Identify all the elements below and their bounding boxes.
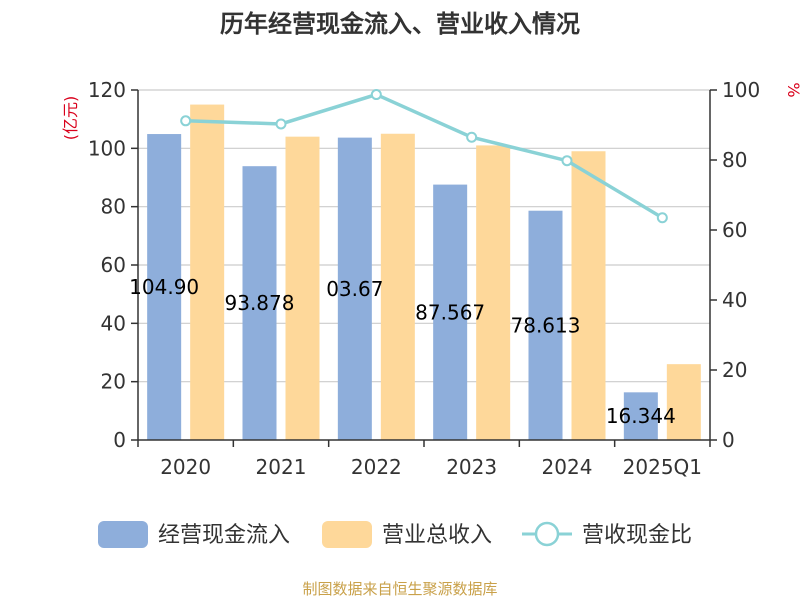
x-tick-label: 2020	[160, 455, 211, 479]
ratio-point	[370, 89, 382, 101]
legend-swatch	[322, 521, 372, 548]
y-right-tick-label: 0	[722, 428, 735, 452]
y-left-tick-label: 120	[88, 78, 126, 102]
y-left-tick-label: 0	[113, 428, 126, 452]
bar	[337, 137, 372, 441]
bar	[623, 392, 658, 440]
bar	[666, 364, 701, 440]
legend-swatch	[98, 521, 148, 548]
y-right-tick-label: 20	[722, 358, 747, 382]
ratio-line	[185, 92, 664, 220]
ratio-point	[275, 118, 287, 130]
bar	[476, 145, 511, 440]
chart-title: 历年经营现金流入、营业收入情况	[220, 10, 580, 38]
grid-layer	[138, 89, 710, 383]
bar	[571, 151, 606, 440]
ratio-point	[561, 155, 573, 167]
y-left-unit: (亿元)	[61, 96, 80, 141]
data-label: 16.344	[606, 404, 676, 428]
bar	[433, 184, 468, 440]
bar	[380, 133, 415, 440]
y-left-tick-label: 20	[101, 370, 126, 394]
line-layer	[180, 89, 668, 224]
labels-layer: 104.90 93.878 03.67 87.567 78.613 16.344	[129, 275, 676, 428]
y-right-tick-label: 60	[722, 218, 747, 242]
y-left-tick-label: 60	[101, 253, 126, 277]
x-tick-label: 2022	[351, 455, 402, 479]
legend-label: 营收现金比	[582, 523, 692, 548]
legend-marker	[534, 521, 560, 547]
data-label: 78.613	[511, 313, 581, 337]
y-right-tick-label: 100	[722, 78, 760, 102]
ratio-point	[466, 131, 478, 143]
y-right-unit: %	[784, 82, 800, 97]
legend: 经营现金流入 营业总收入 营收现金比	[98, 521, 692, 548]
y-right-tick-label: 40	[722, 288, 747, 312]
x-tick-label: 2021	[256, 455, 307, 479]
x-tick-label: 2025Q1	[623, 455, 702, 479]
data-label: 03.67	[326, 277, 383, 301]
bar	[190, 104, 225, 440]
bar	[147, 134, 182, 440]
data-label: 104.90	[129, 275, 199, 299]
legend-label: 营业总收入	[382, 523, 492, 548]
x-tick-label: 2024	[542, 455, 593, 479]
y-left-tick-label: 80	[101, 195, 126, 219]
data-label: 93.878	[225, 291, 295, 315]
y-left-tick-label: 40	[101, 311, 126, 335]
bar	[528, 210, 563, 440]
data-label: 87.567	[415, 300, 485, 324]
ratio-point	[656, 212, 668, 224]
bar	[285, 136, 320, 440]
y-left-tick-label: 100	[88, 136, 126, 160]
bars-layer	[147, 104, 701, 441]
bar	[242, 166, 277, 441]
legend-label: 经营现金流入	[158, 523, 290, 548]
source-note: 制图数据来自恒生聚源数据库	[302, 580, 497, 598]
axes-layer: 0 20 40 60 80 100 120 0 20 40 60 80 100 (亿元)% 2020 2021…	[61, 78, 800, 479]
x-tick-label: 2023	[446, 455, 497, 479]
y-right-tick-label: 80	[722, 148, 747, 172]
ratio-point	[180, 115, 192, 127]
